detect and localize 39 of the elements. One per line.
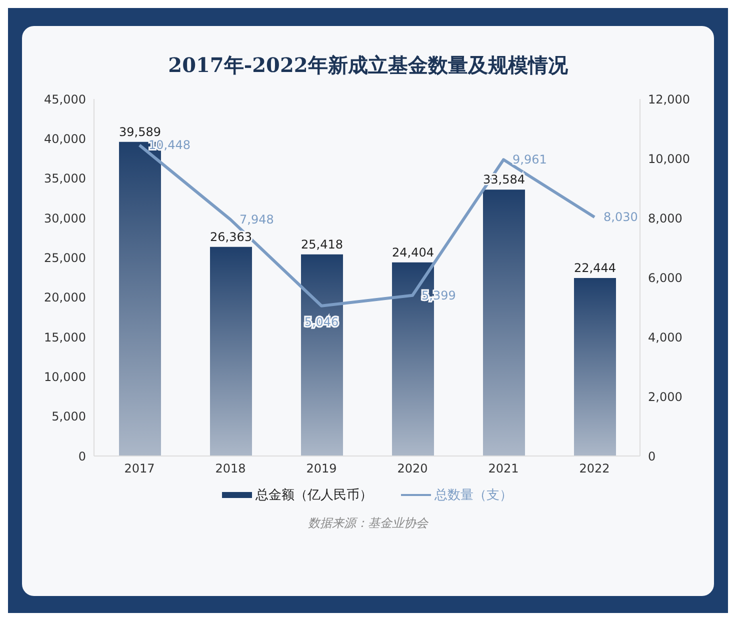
y2-tick-label: 4,000 (648, 330, 682, 344)
y2-tick-label: 12,000 (648, 92, 690, 106)
data-label: 5,046 (304, 314, 339, 329)
y2-tick-label: 2,000 (648, 390, 682, 404)
y-tick-label: 20,000 (44, 290, 86, 305)
y-tick-label: 25,000 (44, 250, 86, 265)
y-tick-label: 30,000 (44, 211, 86, 226)
data-label: 22,444 (574, 260, 616, 275)
y-tick-label: 35,000 (44, 172, 86, 186)
x-tick-label: 2022 (579, 462, 610, 476)
data-label: 7,948 (240, 212, 274, 227)
y2-tick-label: 6,000 (648, 270, 682, 285)
data-label: 25,418 (301, 237, 343, 252)
data-label: 9,961 (512, 152, 547, 167)
y-tick-label: 0 (78, 449, 86, 464)
data-label: 24,404 (392, 245, 434, 260)
y-tick-label: 5,000 (52, 410, 86, 424)
data-label: 39,589 (119, 124, 161, 139)
legend-label: 总数量（支） (434, 487, 512, 504)
x-tick-label: 2020 (397, 462, 428, 476)
data-label: 8,030 (604, 210, 638, 224)
y-tick-label: 10,000 (44, 370, 86, 384)
y2-tick-label: 8,000 (648, 211, 682, 226)
y-tick-label: 45,000 (44, 92, 86, 106)
bar (210, 246, 252, 456)
bar (301, 254, 343, 456)
bar (574, 278, 616, 456)
x-tick-label: 2017 (124, 462, 155, 476)
x-tick-label: 2021 (488, 462, 519, 476)
source-note: 数据来源：基金业协会 (307, 515, 430, 532)
chart-title: 2017年-2022年新成立基金数量及规模情况 (167, 52, 569, 79)
bar (483, 190, 525, 456)
y-tick-label: 40,000 (44, 132, 86, 146)
y2-tick-label: 0 (648, 449, 656, 464)
y-tick-label: 15,000 (44, 330, 86, 344)
legend-label: 总金额（亿人民币） (254, 487, 372, 504)
x-tick-label: 2019 (306, 462, 337, 476)
y2-tick-label: 10,000 (648, 152, 690, 166)
x-tick-label: 2018 (215, 462, 246, 476)
